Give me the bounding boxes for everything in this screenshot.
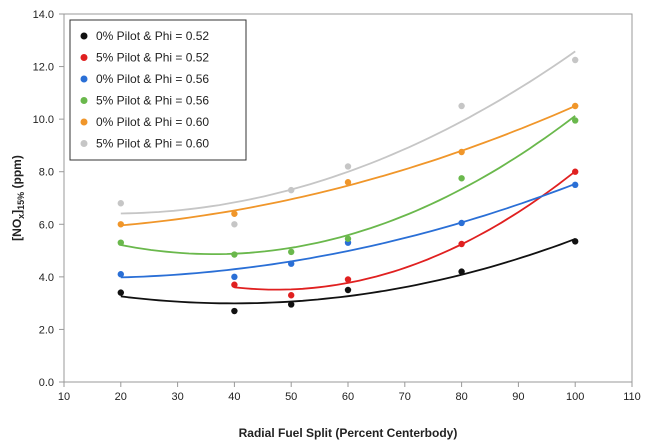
legend-marker bbox=[80, 54, 88, 61]
trendline-series-3 bbox=[120, 183, 576, 279]
x-axis-title: Radial Fuel Split (Percent Centerbody) bbox=[239, 426, 458, 440]
y-tick-label: 14.0 bbox=[33, 9, 54, 21]
data-point-series-5 bbox=[117, 221, 125, 228]
data-point-series-6 bbox=[117, 200, 125, 207]
y-tick-label: 2.0 bbox=[39, 324, 54, 336]
trendline-series-2 bbox=[234, 170, 576, 291]
data-point-series-4 bbox=[288, 248, 295, 256]
y-tick-label: 4.0 bbox=[39, 272, 54, 284]
data-point-series-3 bbox=[572, 181, 579, 189]
data-point-series-5 bbox=[231, 210, 238, 217]
data-point-series-1 bbox=[231, 307, 238, 315]
data-point-series-2 bbox=[288, 292, 295, 299]
x-tick-label: 90 bbox=[512, 391, 524, 403]
data-point-series-1 bbox=[344, 286, 352, 294]
trendline-series-6 bbox=[120, 50, 576, 215]
data-point-series-2 bbox=[458, 240, 465, 248]
data-point-series-4 bbox=[117, 239, 125, 246]
data-point-series-6 bbox=[231, 221, 238, 228]
legend-label: 0% Pilot & Phi = 0.56 bbox=[96, 72, 209, 86]
data-point-series-5 bbox=[572, 102, 579, 110]
y-tick-label: 6.0 bbox=[39, 219, 54, 231]
data-point-series-3 bbox=[288, 260, 295, 267]
data-point-series-4 bbox=[344, 235, 352, 242]
x-tick-label: 100 bbox=[566, 391, 584, 403]
data-point-series-1 bbox=[572, 238, 579, 245]
data-point-series-4 bbox=[572, 117, 579, 124]
legend: 0% Pilot & Phi = 0.52 5% Pilot & Phi = 0.… bbox=[69, 19, 247, 161]
legend-label: 0% Pilot & Phi = 0.60 bbox=[96, 115, 209, 129]
legend-marker bbox=[80, 75, 88, 83]
data-point-series-2 bbox=[231, 281, 238, 288]
data-point-series-5 bbox=[344, 179, 352, 186]
data-point-series-4 bbox=[231, 251, 238, 258]
trendline-series-4 bbox=[120, 115, 576, 255]
x-tick-label: 10 bbox=[58, 391, 70, 403]
data-point-series-1 bbox=[458, 268, 465, 275]
legend-label: 0% Pilot & Phi = 0.52 bbox=[96, 29, 209, 43]
data-point-series-1 bbox=[117, 289, 125, 296]
y-axis-title: [NOx]15% (ppm) bbox=[10, 155, 26, 241]
legend-marker bbox=[80, 32, 88, 40]
legend-label: 5% Pilot & Phi = 0.56 bbox=[96, 94, 209, 108]
y-tick-label: 12.0 bbox=[33, 62, 54, 74]
data-point-series-1 bbox=[288, 301, 295, 308]
legend-marker bbox=[80, 97, 88, 104]
x-tick-label: 70 bbox=[399, 391, 411, 403]
legend-label: 5% Pilot & Phi = 0.52 bbox=[96, 51, 209, 65]
data-point-series-3 bbox=[458, 219, 465, 227]
y-tick-label: 10.0 bbox=[33, 114, 54, 126]
x-tick-label: 30 bbox=[171, 391, 183, 403]
x-tick-label: 80 bbox=[455, 391, 467, 403]
data-point-series-6 bbox=[458, 102, 465, 110]
x-tick-label: 20 bbox=[115, 391, 127, 403]
trendline-series-1 bbox=[120, 238, 576, 305]
data-point-series-2 bbox=[344, 276, 352, 283]
data-point-series-3 bbox=[117, 271, 125, 278]
data-point-series-4 bbox=[458, 175, 465, 182]
x-tick-label: 40 bbox=[228, 391, 240, 403]
y-tick-label: 8.0 bbox=[39, 167, 54, 179]
legend-box bbox=[69, 19, 247, 161]
x-tick-label: 60 bbox=[342, 391, 354, 403]
data-point-series-6 bbox=[344, 163, 352, 170]
data-point-series-3 bbox=[231, 273, 238, 281]
data-point-series-5 bbox=[458, 148, 465, 156]
legend-label: 5% Pilot & Phi = 0.60 bbox=[96, 137, 209, 151]
data-point-series-6 bbox=[288, 186, 295, 194]
data-point-series-2 bbox=[572, 168, 579, 175]
x-tick-label: 110 bbox=[623, 391, 641, 403]
data-point-series-6 bbox=[572, 56, 579, 64]
legend-marker bbox=[80, 140, 88, 147]
legend-marker bbox=[80, 118, 88, 126]
trendline-series-5 bbox=[120, 105, 576, 227]
y-tick-label: 0.0 bbox=[39, 377, 54, 389]
x-tick-label: 50 bbox=[285, 391, 297, 403]
